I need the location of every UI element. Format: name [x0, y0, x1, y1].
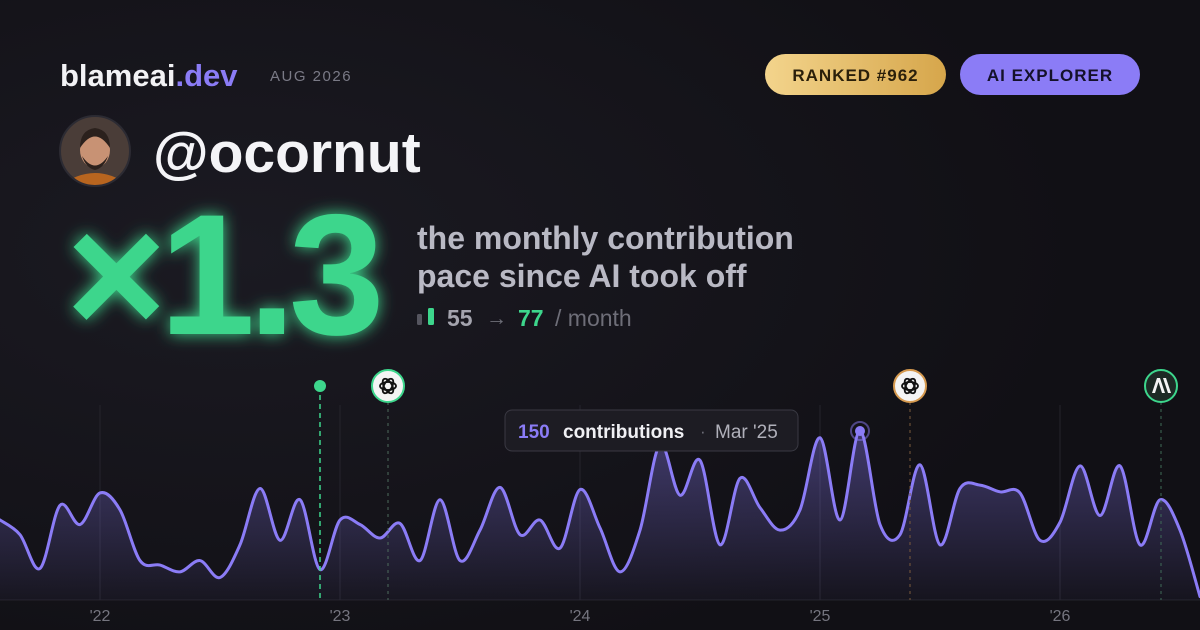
- description-line: the monthly contribution: [417, 220, 794, 256]
- pace-before: 55: [447, 305, 473, 331]
- tooltip-date: Mar '25: [715, 422, 778, 443]
- avatar-ring: [59, 115, 131, 187]
- tooltip-separator: ·: [700, 422, 706, 441]
- x-tick-label: '24: [570, 608, 591, 625]
- line: [0, 429, 1200, 599]
- x-tick-label: '26: [1050, 608, 1071, 625]
- pace-icon-before: [417, 314, 422, 325]
- handle: @ocornut: [153, 121, 421, 185]
- event-markers: [314, 369, 1178, 600]
- rank-badge: [765, 54, 946, 95]
- date: AUG 2026: [270, 68, 352, 85]
- tier-badge-text: AI EXPLORER: [987, 66, 1113, 85]
- description-line: pace since AI took off: [417, 258, 747, 294]
- x-tick-label: '25: [810, 608, 831, 625]
- brand-tld: .dev: [175, 58, 238, 93]
- event-icon: [1144, 369, 1178, 403]
- pace-after: 77: [518, 305, 544, 331]
- x-tick-label: '22: [90, 608, 111, 625]
- tooltip: 150 contributions · Mar '25: [504, 409, 799, 452]
- tooltip-label: contributions: [563, 422, 684, 443]
- pace-arrow: →: [486, 307, 507, 330]
- highlight-point: [855, 426, 865, 436]
- pace-icon-after: [428, 308, 434, 325]
- brand-name: blameai: [60, 58, 175, 93]
- event-icon: [893, 369, 927, 403]
- plot: [0, 421, 1200, 600]
- tooltip-box: [504, 409, 799, 452]
- area: [0, 430, 1200, 600]
- event-dot: [314, 380, 326, 392]
- tooltip-value: 150: [518, 422, 550, 443]
- pace-unit: / month: [555, 305, 632, 331]
- multiplier: ×1.3: [66, 179, 379, 371]
- event-icon: [371, 369, 405, 403]
- rank-badge-text: RANKED #962: [792, 66, 918, 85]
- brand: blameai.dev: [60, 58, 238, 93]
- avatar: [60, 116, 130, 186]
- tier-badge: [960, 54, 1140, 95]
- x-tick-label: '23: [330, 608, 351, 625]
- highlight-ring: [850, 421, 870, 441]
